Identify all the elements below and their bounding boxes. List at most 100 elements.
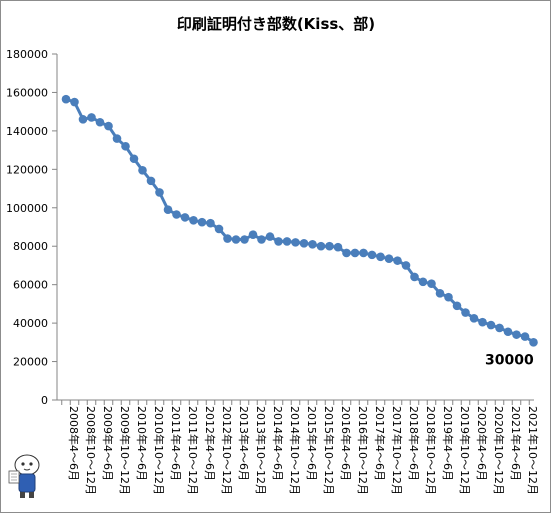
data-point [452,301,462,311]
x-tick-label: 2018年4～6月 [407,406,421,481]
x-tick-label: 2021年4～6月 [509,406,523,481]
x-tick-label: 2009年10～12月 [118,406,132,495]
data-point [316,241,326,251]
data-point [223,234,232,243]
data-point [435,289,445,298]
data-point [104,121,113,131]
data-point [146,176,156,186]
x-tick-label: 2016年4～6月 [339,406,353,481]
annotations: 30000 [485,352,534,368]
y-tick-label: 140000 [6,125,48,138]
x-tick-label: 2010年10～12月 [152,406,166,495]
series-line [65,97,535,344]
data-point [384,254,394,264]
data-point [274,237,283,246]
y-tick-label: 20000 [13,356,48,369]
x-tick-label: 2013年4～6月 [237,406,251,481]
data-point [350,248,360,258]
data-point [418,277,428,287]
data-point [214,224,224,234]
data-point [308,240,317,249]
x-tick-label: 2019年10～12月 [458,406,472,495]
data-point [393,256,402,265]
x-tick-label: 2012年10～12月 [220,406,234,495]
x-tick-label: 2018年10～12月 [424,406,438,495]
data-point [61,94,71,104]
data-point [206,218,215,228]
y-tick-label: 60000 [13,279,48,292]
data-point [265,232,275,241]
data-point [87,113,96,122]
x-tick-label: 2014年4～6月 [271,406,285,481]
data-point [78,115,88,124]
data-point [401,261,411,270]
x-tick-labels: 2008年4～6月 2008年10～12月 2009年4～6月 2009年10～12月… [67,406,540,495]
data-point [138,165,147,175]
y-tick-label: 160000 [6,86,48,99]
data-point [197,217,207,227]
data-point [163,205,173,214]
x-tick-label: 2011年4～6月 [169,406,183,481]
axes [52,53,534,405]
data-point [180,213,190,222]
x-tick-label: 2016年10～12月 [356,406,370,495]
data-point [325,241,334,251]
y-tick-label: 120000 [6,163,48,176]
data-point [155,188,164,197]
y-tick-label: 0 [41,394,48,407]
data-point [70,97,79,107]
data-point [240,235,249,244]
x-tick-label: 2008年4～6月 [67,406,81,481]
data-point [129,154,139,164]
data-point [121,141,130,151]
x-tick-label: 2010年4～6月 [135,406,149,481]
data-point [503,327,513,337]
data-point [257,235,266,244]
data-point [299,239,309,248]
x-tick-label: 2009年4～6月 [101,406,115,481]
x-tick-label: 2015年10～12月 [322,406,336,495]
data-point [189,215,198,225]
data-point [376,252,385,262]
x-tick-label: 2014年10～12月 [288,406,302,495]
chart-title: 印刷証明付き部数(Kiss、部) [177,15,375,33]
data-point [520,332,530,341]
x-tick-label: 2017年4～6月 [373,406,387,481]
x-tick-label: 2011年10～12月 [186,406,200,495]
y-tick-label: 40000 [13,317,48,330]
mascot-illustration [8,454,40,498]
data-point [469,314,479,323]
data-point [342,248,351,258]
x-tick-label: 2013年10～12月 [254,406,268,495]
data-point [291,238,300,247]
data-point [282,237,292,246]
data-point [529,338,538,347]
data-label: 30000 [485,352,534,368]
x-tick-label: 2021年10～12月 [526,406,540,495]
x-tick-label: 2012年4～6月 [203,406,217,481]
data-point [231,235,241,244]
data-point [248,230,258,239]
x-tick-label: 2020年10～12月 [492,406,506,495]
data-point [333,242,343,252]
data-point [427,279,436,289]
y-tick-label: 180000 [6,48,48,61]
data-point [359,248,368,258]
data-point [486,320,496,330]
data-point [478,317,487,327]
data-point [512,330,521,339]
data-point [410,272,419,282]
y-tick-label: 100000 [6,202,48,215]
data-point [444,292,453,302]
data-point [172,210,181,219]
x-tick-label: 2015年4～6月 [305,406,319,481]
y-tick-label: 80000 [13,240,48,253]
x-tick-label: 2020年4～6月 [475,406,489,481]
y-tick-labels: 0 20000 40000 60000 80000 100000 120000 140000 1… [6,48,48,407]
x-tick-label: 2017年10～12月 [390,406,404,495]
data-point [461,308,470,317]
x-tick-label: 2019年4～6月 [441,406,455,481]
data-point [95,117,105,127]
